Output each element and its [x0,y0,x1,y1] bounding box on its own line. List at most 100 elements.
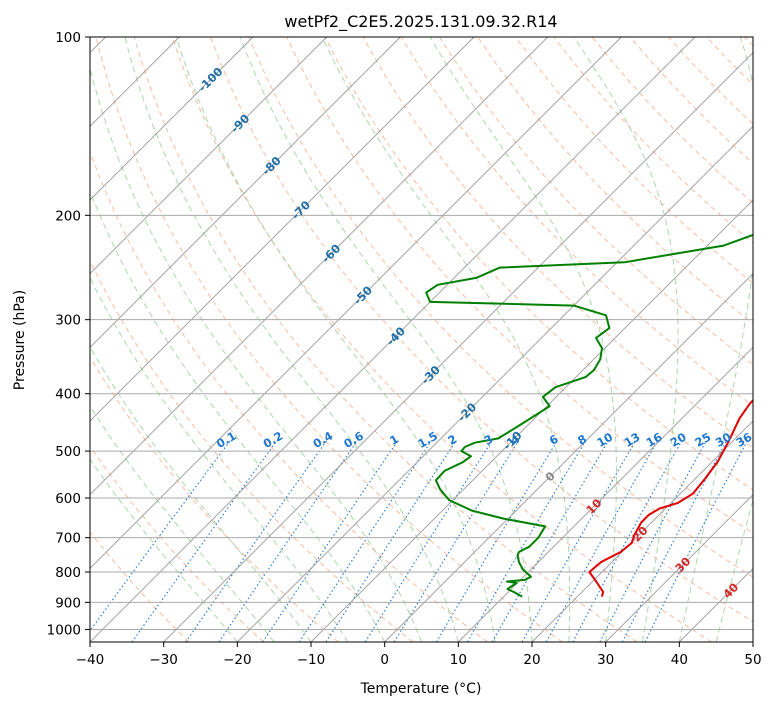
y-tick-label: 400 [55,387,81,403]
x-tick-label: 50 [744,652,761,668]
isotherm-line [384,273,753,642]
moist-adiabat-line [90,346,312,642]
mixing-ratio-label: 36 [734,430,755,450]
y-axis: 100 200 300 400 500 600 700 800 900 1000 [47,30,90,638]
mixing-ratio-label: 25 [692,430,713,450]
y-tick-label: 500 [55,444,81,460]
dry-adiabat-line [90,259,414,642]
x-tick-label: 0 [380,652,389,668]
isotherm-line [90,37,622,569]
y-axis-title: Pressure (hPa) [12,290,28,390]
y-tick-label: 600 [55,491,81,507]
mixing-ratio-line [185,440,328,642]
dry-adiabat-line [171,37,712,642]
moist-adiabat-line [715,497,753,642]
x-tick-label: −40 [76,652,105,668]
mixing-ratio-line [435,440,558,642]
mixing-ratio-line [467,440,587,642]
isotherm-line [237,125,753,642]
moist-adiabat-line [90,276,349,642]
isotherm-line [752,641,753,642]
x-axis: −40 −30 −20 −10 0 10 20 30 40 50 [76,642,762,668]
x-tick-label: 10 [450,652,467,668]
mixing-ratio-line [521,440,637,642]
mixing-ratio-line [491,440,609,642]
y-tick-label: 700 [55,531,81,547]
mixing-ratio-line [262,440,399,642]
dry-adiabat-line [90,531,190,642]
isotherm-line [163,52,753,642]
mixing-ratio-lines [90,440,748,642]
dry-adiabat-line [438,37,753,366]
y-tick-label: 1000 [47,622,81,638]
dry-adiabat-line [706,37,753,86]
isobar-gridlines [90,37,753,630]
y-tick-label: 100 [55,30,81,46]
mixing-ratio-line [90,440,231,632]
isotherm-line [605,494,753,642]
mixing-ratio-line [364,440,493,642]
mixing-ratio-label: 16 [644,430,665,450]
mixing-ratio-label: 0.2 [261,429,286,451]
dry-adiabat-line [668,37,753,125]
isotherm-line [679,567,753,642]
moist-adiabat-line [90,405,275,642]
moist-adiabats [90,37,753,642]
isotherm-line [310,199,753,642]
isotherm-line [90,37,327,275]
moist-adiabat-line [239,37,533,642]
isotherm-line [90,37,475,422]
dry-adiabat-line [133,37,638,642]
mixing-ratio-line [572,440,683,642]
isotherm-line [458,346,753,642]
isotherm-line [90,37,548,496]
mixing-ratio-label: 0.4 [311,429,336,451]
moist-adiabat-line [90,458,238,642]
x-tick-label: −30 [149,652,178,668]
dry-adiabat-line [744,37,753,47]
dry-adiabat-line [591,37,753,204]
moist-adiabat-line [175,37,496,642]
dry-adiabat-line [553,37,753,244]
moist-adiabat-line [573,37,679,642]
mixing-ratio-label: 10 [594,430,615,450]
x-axis-title: Temperature (°C) [360,681,482,697]
mixing-ratio-line [545,440,659,642]
temperature-line [588,398,753,597]
mixing-ratio-line [298,440,432,642]
x-tick-label: −10 [297,652,326,668]
x-tick-label: 20 [523,652,540,668]
dry-adiabat-line [90,445,264,642]
mixing-ratio-line [599,440,707,642]
moist-adiabat-line [678,37,753,642]
mixing-ratio-label: 20 [668,430,689,450]
mixing-ratio-line [325,440,457,642]
moist-adiabat-line [90,66,422,642]
dry-adiabat-line [90,150,488,642]
moist-adiabat-line [321,37,571,642]
sounding-series [425,233,753,598]
dry-adiabat-line [210,37,753,623]
chart-title: wetPf2_C2E5.2025.131.09.32.R14 [284,12,557,32]
dry-adiabat-line [90,356,339,642]
dry-adiabat-line [248,37,753,578]
y-tick-label: 800 [55,565,81,581]
mixing-ratio-label: 6 [547,432,561,448]
dewpoint-line [425,233,753,598]
isotherm-line [90,37,696,642]
mixing-ratio-line [218,440,358,642]
moist-adiabat-line [429,37,617,642]
plot-frame [89,36,754,643]
y-tick-label: 200 [55,208,81,224]
mixing-ratio-line [644,440,748,642]
mixing-ratio-label: 13 [622,430,643,450]
dry-adiabat-line [515,37,753,284]
plot-area: 0.1 0.2 0.4 0.6 1 1.5 2 3 4 6 8 10 13 16 20 25 30 36-100-… [90,37,755,642]
dry-adiabat-line [400,37,753,407]
isotherm-line [90,37,254,201]
mixing-ratio-label: 30 [713,430,734,450]
isotherm-line [90,37,401,348]
moist-adiabat-line [90,189,386,642]
mixing-ratio-line [393,440,520,642]
